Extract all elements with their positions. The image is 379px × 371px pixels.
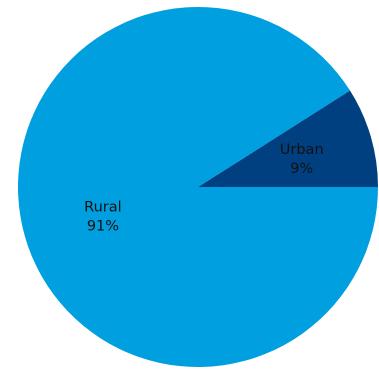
slice-value-urban: 9%	[290, 161, 313, 177]
slice-label-rural: Rural	[84, 200, 122, 216]
slice-label-urban: Urban	[280, 142, 324, 158]
pie-labels: Urban 9% Rural 91%	[84, 142, 323, 235]
slice-value-rural: 91%	[87, 219, 119, 235]
pie-slice-rural	[18, 7, 379, 368]
pie-slice-urban	[198, 90, 378, 187]
pie-slices	[18, 7, 379, 368]
